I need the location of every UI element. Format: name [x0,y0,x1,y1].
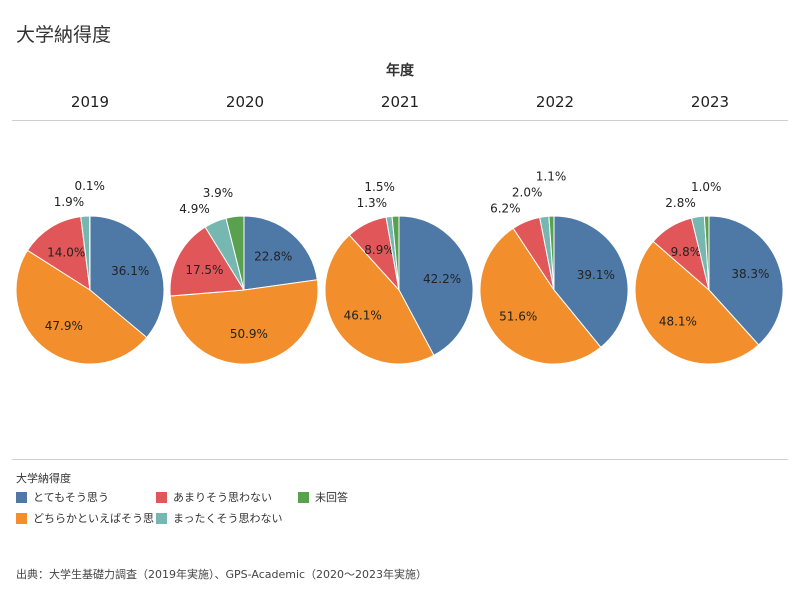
data-label-2021-totemo: 42.2% [423,272,461,286]
slice-2023-dochiraka[interactable] [634,240,760,365]
legend-swatch [156,491,167,503]
data-label-2021-amari: 8.9% [364,243,395,257]
slice-2022-totemo[interactable] [553,215,629,349]
pie-2020: 22.8% 50.9% 17.5% 4.9% 3.9% [169,186,319,365]
data-label-2019-amari: 14.0% [47,246,85,260]
legend-label: とてもそう思う [33,491,109,504]
slice-2021-dochiraka[interactable] [324,234,435,365]
year-label-2021: 2021 [380,93,420,111]
data-label-2020-mattaku: 4.9% [179,202,210,216]
pie-2022: 39.1% 51.6% 6.2% 2.0% 1.1% [479,170,629,365]
slice-2020-dochiraka[interactable] [169,279,319,365]
slice-2023-totemo[interactable] [708,215,784,346]
legend-swatch [298,491,309,503]
legend-title: 大学納得度 [16,472,71,485]
data-label-2020-totemo: 22.8% [254,250,292,264]
data-label-2022-totemo: 39.1% [577,268,615,282]
pie-2021: 42.2% 46.1% 8.9% 1.3% 1.5% [324,180,474,365]
legend-swatch [16,491,27,503]
pie-2023: 38.3% 48.1% 9.8% 2.8% 1.0% [634,180,784,365]
slice-2023-mikaito[interactable] [703,215,710,291]
data-label-2020-dochiraka: 50.9% [230,327,268,341]
legend-item-mattaku[interactable]: まったくそう思わない [156,510,283,526]
data-label-2019-mikaito: 0.1% [74,179,105,193]
data-label-2020-mikaito: 3.9% [203,186,234,200]
pie-charts: 36.1% 47.9% 14.0% 1.9% 0.1% 22.8% 50.9% 17.5% 4.… [15,170,784,365]
data-label-2023-totemo: 38.3% [731,267,769,281]
year-label-2019: 2019 [70,93,110,111]
legend-swatch [156,512,167,524]
data-label-2021-dochiraka: 46.1% [344,309,382,323]
data-label-2019-totemo: 36.1% [111,264,149,278]
data-label-2022-dochiraka: 51.6% [499,309,537,323]
header-divider [12,120,788,121]
legend-swatch [16,512,27,524]
slice-2019-totemo[interactable] [89,215,165,339]
data-label-2022-mikaito: 1.1% [536,170,567,184]
chart-title: 大学納得度 [16,24,112,46]
column-header: 年度 [386,63,414,79]
pie-2019: 36.1% 47.9% 14.0% 1.9% 0.1% [15,179,165,365]
slice-2022-mikaito[interactable] [548,215,555,291]
data-label-2019-mattaku: 1.9% [54,195,85,209]
slice-2021-mikaito[interactable] [391,215,400,291]
legend-label: 未回答 [315,491,348,504]
data-label-2023-mikaito: 1.0% [691,180,722,194]
legend-item-mikaito[interactable]: 未回答 [298,489,348,505]
legend-label: どちらかといえばそう思う [33,512,165,525]
legend-label: まったくそう思わない [173,512,283,525]
legend-item-amari[interactable]: あまりそう思わない [156,489,272,505]
source-note: 出典：大学生基礎力調査（2019年実施）、GPS-Academic（2020〜2… [16,568,428,581]
slice-2021-totemo[interactable] [398,215,474,356]
data-label-2019-dochiraka: 47.9% [45,319,83,333]
year-label-2023: 2023 [690,93,730,111]
legend-item-totemo[interactable]: とてもそう思う [16,489,109,505]
data-label-2021-mikaito: 1.5% [364,180,395,194]
chart-bottom-divider [12,459,788,460]
legend-item-dochiraka[interactable]: どちらかといえばそう思う [16,510,165,526]
slice-2019-amari[interactable] [26,216,91,291]
slice-2020-totemo[interactable] [243,215,318,291]
year-label-2022: 2022 [535,93,575,111]
slice-2020-amari[interactable] [169,226,245,297]
data-label-2020-amari: 17.5% [185,263,223,277]
data-label-2023-dochiraka: 48.1% [659,315,697,329]
data-label-2023-mattaku: 2.8% [665,196,696,210]
data-label-2023-amari: 9.8% [671,245,702,259]
data-label-2022-amari: 6.2% [490,202,521,216]
slice-2019-dochiraka[interactable] [15,249,148,365]
legend-label: あまりそう思わない [173,491,272,504]
slice-2020-mikaito[interactable] [225,215,245,291]
data-label-2021-mattaku: 1.3% [357,196,388,210]
slice-2022-dochiraka[interactable] [479,227,602,365]
data-label-2022-mattaku: 2.0% [512,186,543,200]
year-label-2020: 2020 [225,93,265,111]
